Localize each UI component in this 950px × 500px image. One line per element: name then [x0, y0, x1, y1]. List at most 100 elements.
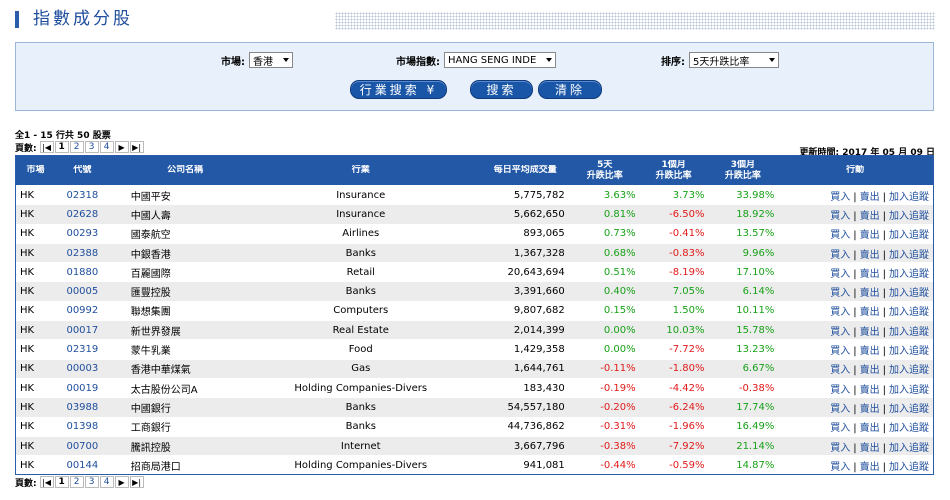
sell-link[interactable]: 賣出: [859, 210, 880, 222]
cell-market: HK: [20, 344, 35, 356]
next-page-button[interactable]: ▶: [114, 476, 129, 488]
page-link-2[interactable]: 2: [69, 141, 84, 153]
cell-market: HK: [20, 324, 35, 336]
col-name[interactable]: 公司名稱: [167, 165, 204, 175]
add-watchlist-link[interactable]: 加入追蹤: [888, 249, 929, 261]
add-watchlist-link[interactable]: 加入追蹤: [888, 210, 929, 222]
index-select[interactable]: HANG SENG INDE: [444, 52, 556, 68]
cell-3m-change: 10.11%: [736, 305, 775, 317]
page-link-2[interactable]: 2: [69, 476, 84, 488]
cell-code-link[interactable]: 03988: [66, 401, 99, 413]
sell-link[interactable]: 賣出: [859, 461, 880, 473]
page-link-4[interactable]: 4: [99, 476, 114, 488]
cell-code-link[interactable]: 00017: [66, 324, 99, 336]
buy-link[interactable]: 買入: [830, 384, 851, 396]
cell-code-link[interactable]: 00992: [66, 305, 99, 317]
cell-actions: 買入 | 賣出 | 加入追蹤: [778, 361, 933, 376]
cell-code-link[interactable]: 00293: [66, 228, 99, 240]
cell-code-link[interactable]: 02388: [66, 247, 99, 259]
buy-link[interactable]: 買入: [830, 288, 851, 300]
col-1m-bottom: 升跌比率: [655, 170, 692, 181]
sell-link[interactable]: 賣出: [859, 326, 880, 338]
add-watchlist-link[interactable]: 加入追蹤: [888, 403, 929, 415]
sell-link[interactable]: 賣出: [859, 288, 880, 300]
buy-link[interactable]: 買入: [830, 307, 851, 319]
next-page-button[interactable]: ▶: [114, 141, 129, 153]
sell-link[interactable]: 賣出: [859, 268, 880, 280]
buy-link[interactable]: 買入: [830, 442, 851, 454]
buy-link[interactable]: 買入: [830, 191, 851, 203]
add-watchlist-link[interactable]: 加入追蹤: [888, 365, 929, 377]
cell-code-link[interactable]: 00019: [66, 382, 99, 394]
first-page-button[interactable]: |◀: [39, 141, 54, 153]
buy-link[interactable]: 買入: [830, 346, 851, 358]
add-watchlist-link[interactable]: 加入追蹤: [888, 384, 929, 396]
sort-select[interactable]: 5天升跌比率: [689, 52, 779, 68]
clear-button[interactable]: 清除: [538, 80, 602, 99]
buy-link[interactable]: 買入: [830, 423, 851, 435]
market-select[interactable]: 香港: [249, 52, 293, 68]
add-watchlist-link[interactable]: 加入追蹤: [888, 442, 929, 454]
sell-link[interactable]: 賣出: [859, 365, 880, 377]
buy-link[interactable]: 買入: [830, 403, 851, 415]
add-watchlist-link[interactable]: 加入追蹤: [888, 288, 929, 300]
buy-link[interactable]: 買入: [830, 268, 851, 280]
col-5d-change[interactable]: 5天 升跌比率: [571, 160, 640, 182]
cell-code-link[interactable]: 02319: [66, 344, 99, 356]
first-page-button[interactable]: |◀: [39, 476, 54, 488]
col-1m-change[interactable]: 1個月 升跌比率: [640, 160, 709, 182]
sell-link[interactable]: 賣出: [859, 442, 880, 454]
add-watchlist-link[interactable]: 加入追蹤: [888, 268, 929, 280]
buy-link[interactable]: 買入: [830, 365, 851, 377]
add-watchlist-link[interactable]: 加入追蹤: [888, 307, 929, 319]
page-link-4[interactable]: 4: [99, 141, 114, 153]
cell-company-name: 中國平安: [130, 191, 171, 203]
sell-link[interactable]: 賣出: [859, 403, 880, 415]
action-separator: |: [882, 365, 886, 377]
col-3m-change[interactable]: 3個月 升跌比率: [709, 160, 779, 182]
industry-search-button[interactable]: 行業搜索 ¥: [350, 80, 447, 99]
buy-link[interactable]: 買入: [830, 210, 851, 222]
col-volume[interactable]: 每日平均成交量: [493, 165, 557, 175]
last-page-button[interactable]: ▶|: [129, 141, 144, 153]
last-page-button[interactable]: ▶|: [129, 476, 144, 488]
cell-code-link[interactable]: 01880: [66, 266, 99, 278]
col-code[interactable]: 代號: [73, 165, 92, 175]
cell-code-link[interactable]: 02318: [66, 189, 99, 201]
add-watchlist-link[interactable]: 加入追蹤: [888, 326, 929, 338]
cell-code-link[interactable]: 00700: [66, 440, 99, 452]
cell-code-link[interactable]: 01398: [66, 421, 99, 433]
add-watchlist-link[interactable]: 加入追蹤: [888, 423, 929, 435]
add-watchlist-link[interactable]: 加入追蹤: [888, 191, 929, 203]
cell-code-link[interactable]: 00144: [66, 459, 99, 471]
cell-volume: 5,662,650: [513, 208, 565, 220]
update-time: 更新時間: 2017 年 05 月 09 日: [799, 148, 936, 158]
sell-link[interactable]: 賣出: [859, 249, 880, 261]
sell-link[interactable]: 賣出: [859, 191, 880, 203]
buy-link[interactable]: 買入: [830, 230, 851, 242]
search-button[interactable]: 搜索: [470, 80, 533, 99]
cell-industry: Banks: [345, 247, 376, 259]
buy-link[interactable]: 買入: [830, 249, 851, 261]
sell-link[interactable]: 賣出: [859, 384, 880, 396]
add-watchlist-link[interactable]: 加入追蹤: [888, 461, 929, 473]
cell-code-link[interactable]: 02628: [66, 208, 99, 220]
sell-link[interactable]: 賣出: [859, 346, 880, 358]
sell-link[interactable]: 賣出: [859, 423, 880, 435]
buy-link[interactable]: 買入: [830, 326, 851, 338]
page-link-3[interactable]: 3: [84, 476, 99, 488]
add-watchlist-link[interactable]: 加入追蹤: [888, 346, 929, 358]
cell-code-link[interactable]: 00003: [66, 363, 99, 375]
add-watchlist-link[interactable]: 加入追蹤: [888, 230, 929, 242]
cell-market: HK: [20, 363, 35, 375]
buy-link[interactable]: 買入: [830, 461, 851, 473]
sell-link[interactable]: 賣出: [859, 307, 880, 319]
page-link-1[interactable]: 1: [54, 476, 69, 488]
col-industry[interactable]: 行業: [351, 165, 370, 175]
sell-link[interactable]: 賣出: [859, 230, 880, 242]
cell-code-link[interactable]: 00005: [66, 286, 99, 298]
page-link-3[interactable]: 3: [84, 141, 99, 153]
page-link-1[interactable]: 1: [54, 141, 69, 153]
table-row: HK 02628 中國人壽 Insurance 5,662,650 0.81% -6.50%…: [16, 204, 933, 224]
cell-5d-change: -0.44%: [600, 459, 636, 471]
